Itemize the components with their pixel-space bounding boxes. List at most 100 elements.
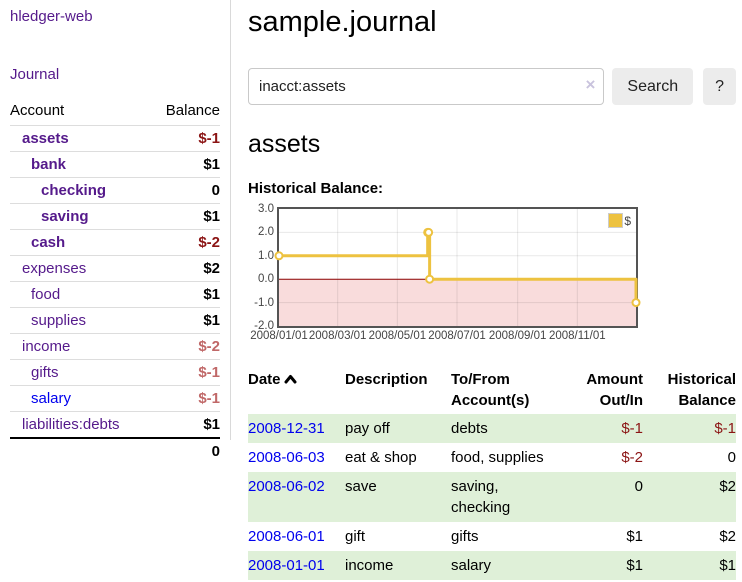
help-button[interactable]: ? — [703, 68, 736, 105]
x-axis-tick-label: 2008/09/01 — [488, 330, 547, 342]
transaction-row[interactable]: 2008-12-31 pay off debts $-1 $-1 — [248, 414, 736, 443]
main-content: sample.journal × Search ? assets Histori… — [248, 0, 736, 580]
account-balance: $1 — [150, 307, 220, 334]
x-axis-tick-label: 2008/03/01 — [308, 330, 367, 342]
account-balance: $2 — [150, 255, 220, 282]
account-row: checking 0 — [10, 177, 220, 204]
legend-swatch-icon — [608, 213, 624, 228]
account-balance: $1 — [150, 411, 220, 438]
account-heading: assets — [248, 130, 321, 158]
account-link-assets[interactable]: assets — [22, 130, 69, 147]
account-row: salary $-1 — [10, 385, 220, 412]
account-link-supplies[interactable]: supplies — [31, 312, 87, 329]
account-balance: $-2 — [150, 333, 220, 360]
accounts-table: Account Balance assets $-1 bank $1 checkin… — [10, 97, 220, 464]
transaction-date-link[interactable]: 2008-06-01 — [248, 528, 325, 545]
account-balance: $-1 — [150, 385, 220, 412]
account-balance: $-1 — [150, 359, 220, 386]
transaction-accounts: debts — [451, 420, 488, 437]
transaction-description: income — [345, 557, 394, 574]
account-link-liabilities-debts[interactable]: liabilities:debts — [22, 416, 120, 433]
transaction-balance: 0 — [727, 449, 736, 466]
brand-link[interactable]: hledger-web — [10, 8, 93, 25]
column-header-description: Description — [345, 371, 428, 388]
y-axis-tick-label: 3.0 — [258, 203, 274, 215]
transaction-date-link[interactable]: 2008-12-31 — [248, 420, 325, 437]
transaction-amount: $1 — [626, 557, 643, 574]
x-axis-tick-label: 2008/11/01 — [548, 330, 606, 342]
transaction-date-link[interactable]: 2008-01-01 — [248, 557, 325, 574]
accounts-total-row: 0 — [10, 437, 220, 464]
transaction-accounts: gifts — [451, 528, 479, 545]
sort-ascending-icon — [284, 375, 297, 384]
column-header-amount: Amount Out/In — [586, 371, 643, 409]
transaction-amount: $-1 — [621, 420, 643, 437]
accounts-header-balance: Balance — [165, 102, 220, 119]
transaction-description: eat & shop — [345, 449, 417, 466]
y-axis-tick-label: -2.0 — [254, 320, 274, 332]
transaction-accounts: food, supplies — [451, 449, 544, 466]
account-row: saving $1 — [10, 203, 220, 230]
transactions-table: Date Description To/From Account(s) Amoun… — [248, 366, 736, 580]
historical-balance-chart: 3.0 2.0 1.0 0.0 -1.0 -2.0 $ 2008/01/01 2008/03… — [248, 203, 736, 348]
chart-title: Historical Balance: — [248, 180, 384, 197]
account-link-salary[interactable]: salary — [31, 390, 72, 407]
y-axis-tick-label: 1.0 — [258, 249, 274, 262]
transaction-row[interactable]: 2008-06-01 gift gifts $1 $2 — [248, 522, 736, 551]
sidebar: hledger-web Journal Account Balance asse… — [0, 0, 231, 464]
search-button[interactable]: Search — [612, 68, 694, 105]
transactions-header-row: Date Description To/From Account(s) Amoun… — [248, 366, 736, 414]
transaction-description: pay off — [345, 420, 390, 437]
search-form: × Search ? — [248, 68, 736, 105]
account-row: food $1 — [10, 281, 220, 308]
column-header-date[interactable]: Date — [248, 366, 345, 414]
account-link-food[interactable]: food — [31, 286, 61, 303]
account-link-income[interactable]: income — [22, 338, 71, 355]
x-axis-tick-label: 2008/07/01 — [428, 330, 486, 342]
y-axis-tick-label: -1.0 — [254, 296, 274, 309]
transaction-balance: $-1 — [714, 420, 736, 437]
transaction-accounts: saving, checking — [451, 478, 511, 516]
transaction-amount: 0 — [634, 478, 643, 495]
transaction-balance: $1 — [719, 557, 736, 574]
clear-search-icon[interactable]: × — [585, 75, 596, 94]
account-row: assets $-1 — [10, 125, 220, 152]
transaction-row[interactable]: 2008-06-03 eat & shop food, supplies $-2… — [248, 443, 736, 472]
chart-canvas — [274, 209, 641, 326]
column-header-historical-balance: Historical Balance — [667, 371, 736, 409]
account-link-checking[interactable]: checking — [41, 182, 107, 199]
sidebar-item-journal[interactable]: Journal — [10, 66, 60, 83]
transaction-balance: $2 — [719, 478, 736, 495]
page-title: sample.journal — [248, 6, 437, 38]
transaction-date-link[interactable]: 2008-06-03 — [248, 449, 325, 466]
account-row: gifts $-1 — [10, 359, 220, 386]
account-balance: 0 — [150, 177, 220, 204]
transaction-date-link[interactable]: 2008-06-02 — [248, 478, 325, 495]
account-link-cash[interactable]: cash — [31, 234, 66, 251]
account-link-bank[interactable]: bank — [31, 156, 67, 173]
accounts-header-account: Account — [10, 102, 65, 119]
transaction-description: gift — [345, 528, 366, 545]
transaction-row[interactable]: 2008-01-01 income salary $1 $1 — [248, 551, 736, 580]
account-link-expenses[interactable]: expenses — [22, 260, 87, 277]
account-link-gifts[interactable]: gifts — [31, 364, 59, 381]
transaction-row[interactable]: 2008-06-02 save saving, checking 0 $2 — [248, 472, 736, 522]
account-balance: $1 — [150, 281, 220, 308]
x-axis-tick-label: 2008/05/01 — [368, 330, 427, 342]
search-box: × — [248, 68, 605, 105]
account-row: income $-2 — [10, 333, 220, 360]
account-row: expenses $2 — [10, 255, 220, 282]
transaction-amount: $-2 — [621, 449, 643, 466]
y-axis-tick-label: 0.0 — [258, 273, 274, 286]
chart-legend: $ — [606, 212, 633, 229]
transaction-balance: $2 — [719, 528, 736, 545]
account-link-saving[interactable]: saving — [41, 208, 89, 225]
transaction-accounts: salary — [451, 557, 492, 574]
transaction-description: save — [345, 478, 377, 495]
search-input[interactable] — [248, 68, 605, 105]
y-axis-tick-label: 2.0 — [258, 226, 274, 239]
account-row: cash $-2 — [10, 229, 220, 256]
account-balance: $1 — [150, 151, 220, 178]
account-balance: $1 — [150, 203, 220, 230]
